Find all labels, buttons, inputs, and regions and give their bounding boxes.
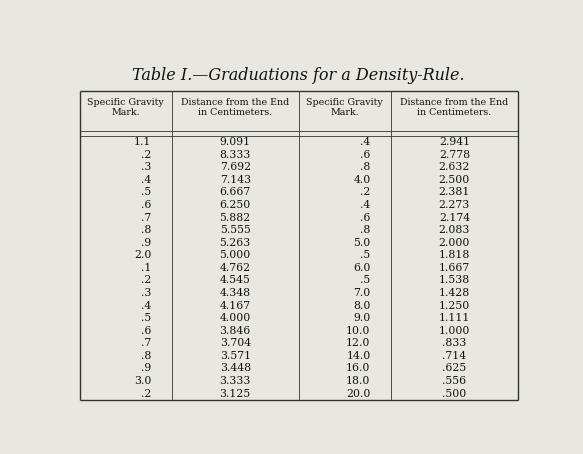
Text: 4.545: 4.545 (220, 276, 251, 286)
Text: 6.250: 6.250 (220, 200, 251, 210)
Text: .8: .8 (141, 351, 152, 361)
Text: .556: .556 (442, 376, 466, 386)
Text: 4.0: 4.0 (353, 175, 371, 185)
Text: 16.0: 16.0 (346, 364, 371, 374)
Text: 3.333: 3.333 (220, 376, 251, 386)
Text: 1.538: 1.538 (439, 276, 470, 286)
Text: 6.667: 6.667 (220, 188, 251, 197)
Text: 10.0: 10.0 (346, 326, 371, 336)
Text: Specific Gravity
Mark.: Specific Gravity Mark. (307, 98, 383, 118)
Text: 2.941: 2.941 (439, 137, 470, 147)
Text: .5: .5 (141, 313, 152, 323)
Text: .1: .1 (141, 263, 152, 273)
Text: 1.818: 1.818 (438, 250, 470, 260)
Text: 4.762: 4.762 (220, 263, 251, 273)
Text: .7: .7 (141, 338, 152, 348)
Text: 3.571: 3.571 (220, 351, 251, 361)
Text: .8: .8 (141, 225, 152, 235)
Text: 7.143: 7.143 (220, 175, 251, 185)
Text: .2: .2 (141, 389, 152, 399)
Text: Distance from the End
in Centimeters.: Distance from the End in Centimeters. (401, 98, 508, 118)
Text: .9: .9 (141, 238, 152, 248)
Text: 1.111: 1.111 (438, 313, 470, 323)
Text: 2.174: 2.174 (439, 212, 470, 222)
Text: 8.0: 8.0 (353, 301, 371, 311)
Text: Distance from the End
in Centimeters.: Distance from the End in Centimeters. (181, 98, 289, 118)
Text: 14.0: 14.0 (346, 351, 371, 361)
Text: 5.000: 5.000 (220, 250, 251, 260)
Text: 1.428: 1.428 (439, 288, 470, 298)
Text: .4: .4 (360, 200, 371, 210)
Text: .625: .625 (442, 364, 466, 374)
Text: .6: .6 (141, 200, 152, 210)
Text: 5.263: 5.263 (220, 238, 251, 248)
Text: 9.091: 9.091 (220, 137, 251, 147)
Text: .714: .714 (442, 351, 466, 361)
Text: 2.0: 2.0 (134, 250, 152, 260)
Text: .4: .4 (141, 301, 152, 311)
Text: 3.846: 3.846 (220, 326, 251, 336)
Text: .8: .8 (360, 225, 371, 235)
Text: 1.000: 1.000 (438, 326, 470, 336)
Text: 2.273: 2.273 (439, 200, 470, 210)
Text: .3: .3 (141, 288, 152, 298)
Text: 7.692: 7.692 (220, 163, 251, 173)
Text: 2.778: 2.778 (439, 150, 470, 160)
Text: .6: .6 (360, 150, 371, 160)
Text: .500: .500 (442, 389, 466, 399)
Text: .9: .9 (141, 364, 152, 374)
Text: Specific Gravity
Mark.: Specific Gravity Mark. (87, 98, 164, 118)
Text: 6.0: 6.0 (353, 263, 371, 273)
Text: 20.0: 20.0 (346, 389, 371, 399)
Text: .833: .833 (442, 338, 466, 348)
Text: .6: .6 (360, 212, 371, 222)
Text: 1.1: 1.1 (134, 137, 152, 147)
Text: 3.448: 3.448 (220, 364, 251, 374)
Text: .5: .5 (360, 250, 371, 260)
Text: 4.348: 4.348 (220, 288, 251, 298)
Text: 18.0: 18.0 (346, 376, 371, 386)
Text: 12.0: 12.0 (346, 338, 371, 348)
Text: .6: .6 (141, 326, 152, 336)
Text: 5.882: 5.882 (220, 212, 251, 222)
Text: 4.167: 4.167 (220, 301, 251, 311)
Text: 5.0: 5.0 (353, 238, 371, 248)
Text: Table I.—Graduations for a Density-Rule.: Table I.—Graduations for a Density-Rule. (132, 67, 465, 84)
Text: 2.632: 2.632 (438, 163, 470, 173)
Text: 3.704: 3.704 (220, 338, 251, 348)
Text: 7.0: 7.0 (353, 288, 371, 298)
Text: .4: .4 (141, 175, 152, 185)
Text: .7: .7 (141, 212, 152, 222)
Text: .4: .4 (360, 137, 371, 147)
Text: 3.125: 3.125 (220, 389, 251, 399)
Text: .2: .2 (141, 276, 152, 286)
Text: 2.381: 2.381 (438, 188, 470, 197)
Text: .8: .8 (360, 163, 371, 173)
Text: 5.555: 5.555 (220, 225, 251, 235)
Text: .5: .5 (141, 188, 152, 197)
Text: 9.0: 9.0 (353, 313, 371, 323)
Text: .3: .3 (141, 163, 152, 173)
Text: .2: .2 (141, 150, 152, 160)
Text: 4.000: 4.000 (220, 313, 251, 323)
Text: 3.0: 3.0 (134, 376, 152, 386)
Text: .5: .5 (360, 276, 371, 286)
Text: 1.667: 1.667 (439, 263, 470, 273)
Text: 2.500: 2.500 (439, 175, 470, 185)
Text: .2: .2 (360, 188, 371, 197)
Text: 2.083: 2.083 (438, 225, 470, 235)
Text: 2.000: 2.000 (438, 238, 470, 248)
Text: 8.333: 8.333 (220, 150, 251, 160)
Text: 1.250: 1.250 (439, 301, 470, 311)
